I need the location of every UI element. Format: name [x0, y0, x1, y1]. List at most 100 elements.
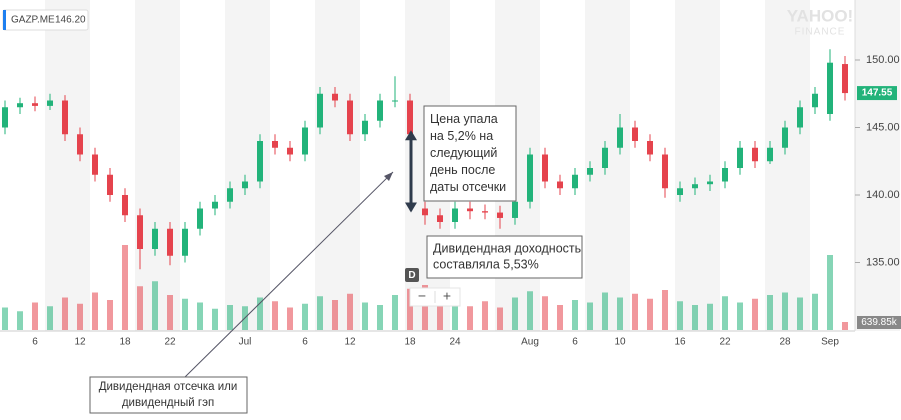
gap-pointer: [184, 171, 394, 378]
volume-bar: [467, 306, 473, 330]
arrow-head: [405, 130, 417, 141]
candle-body: [407, 100, 413, 135]
ticker-accent: [3, 10, 6, 30]
x-tick-label: 28: [779, 337, 791, 348]
volume-bar: [107, 300, 113, 330]
candle-body: [782, 127, 788, 148]
y-tick-label: 140.00: [866, 189, 900, 201]
candle-body: [542, 154, 548, 182]
volume-bar: [407, 288, 413, 330]
candle-body: [617, 127, 623, 148]
volume-bar: [347, 293, 353, 330]
volume-bar: [137, 286, 143, 330]
watermark: FINANCE: [795, 27, 846, 38]
volume-bar: [437, 298, 443, 330]
x-tick-label: 18: [404, 337, 416, 348]
candle-body: [602, 147, 608, 168]
week-band: [225, 0, 270, 331]
volume-bar: [782, 292, 788, 330]
volume-bar: [752, 298, 758, 330]
volume-bar: [452, 303, 458, 330]
zoom-in[interactable]: +: [443, 288, 451, 304]
candle-body: [137, 215, 143, 249]
drop-note-text: даты отсечки: [430, 180, 506, 194]
candle-body: [662, 154, 668, 189]
volume-bar: [392, 295, 398, 330]
candle-body: [272, 141, 278, 148]
candle-body: [512, 201, 518, 218]
candle-body: [122, 195, 128, 216]
gap-note-text: дивидендный гэп: [122, 397, 214, 409]
ex-marker: [405, 268, 419, 282]
drop-note-text: на 5,2% на: [430, 129, 493, 143]
y-tick-label: 145.00: [866, 121, 900, 133]
candle-body: [227, 188, 233, 202]
volume-bar: [317, 296, 323, 330]
candle-body: [677, 188, 683, 195]
volume-bar: [182, 298, 188, 330]
volume-badge: [857, 316, 901, 330]
volume-bar: [287, 307, 293, 330]
volume-bar: [422, 285, 428, 330]
x-tick-label: Jul: [239, 337, 252, 348]
zoom-out[interactable]: −: [418, 288, 426, 304]
volume-bar: [677, 301, 683, 330]
volume-bar: [587, 302, 593, 330]
volume-bar: [647, 298, 653, 330]
volume-bar: [332, 300, 338, 330]
x-tick-label: 12: [344, 337, 356, 348]
candle-body: [572, 174, 578, 189]
volume-bar: [692, 305, 698, 330]
candle-body: [77, 134, 83, 155]
candle-body: [107, 174, 113, 195]
candle-body: [422, 208, 428, 216]
candle-body: [647, 141, 653, 155]
week-band: [135, 0, 180, 331]
volume-bar: [827, 255, 833, 330]
drop-note-text: Цена упала: [430, 112, 498, 126]
candle-body: [167, 228, 173, 256]
ticker-symbol: GAZP.ME: [11, 15, 55, 26]
volume-bar: [62, 297, 68, 330]
candle-body: [842, 64, 848, 94]
volume-badge-label: 639.85k: [861, 317, 898, 328]
candle-body: [737, 147, 743, 168]
x-tick-label: 22: [719, 337, 731, 348]
y-tick-label: 135.00: [866, 256, 900, 268]
volume-bar: [497, 307, 503, 330]
drop-note-text: день после: [430, 163, 495, 177]
candle-body: [752, 147, 758, 162]
week-band: [675, 0, 720, 331]
yield-note-box: [426, 235, 583, 279]
candle-body: [557, 181, 563, 189]
volume-bar: [122, 245, 128, 330]
x-tick-label: 10: [614, 337, 626, 348]
candle-body: [92, 154, 98, 175]
candle-body: [377, 100, 383, 121]
week-band: [855, 0, 900, 331]
candle-body: [707, 181, 713, 185]
yield-note-text: составляла 5,53%: [433, 257, 539, 271]
gap-note-box: [89, 376, 248, 414]
candle-body: [467, 208, 473, 212]
candle-body: [317, 93, 323, 128]
volume-bar: [227, 305, 233, 330]
week-band: [45, 0, 90, 331]
drop-note-box: [423, 105, 517, 202]
drop-note-text: следующий: [430, 146, 497, 160]
x-tick-label: 6: [572, 337, 578, 348]
volume-bar: [197, 302, 203, 330]
price-badge-label: 147.55: [862, 88, 893, 99]
y-tick-label: 150.00: [866, 54, 900, 66]
volume-bar: [2, 307, 8, 330]
candle-body: [47, 100, 53, 106]
volume-bar: [722, 296, 728, 330]
x-tick-label: Aug: [521, 337, 539, 348]
candle-body: [242, 181, 248, 189]
candle-body: [197, 208, 203, 229]
candle-body: [797, 107, 803, 128]
candle-body: [632, 127, 638, 141]
volume-bar: [257, 297, 263, 330]
